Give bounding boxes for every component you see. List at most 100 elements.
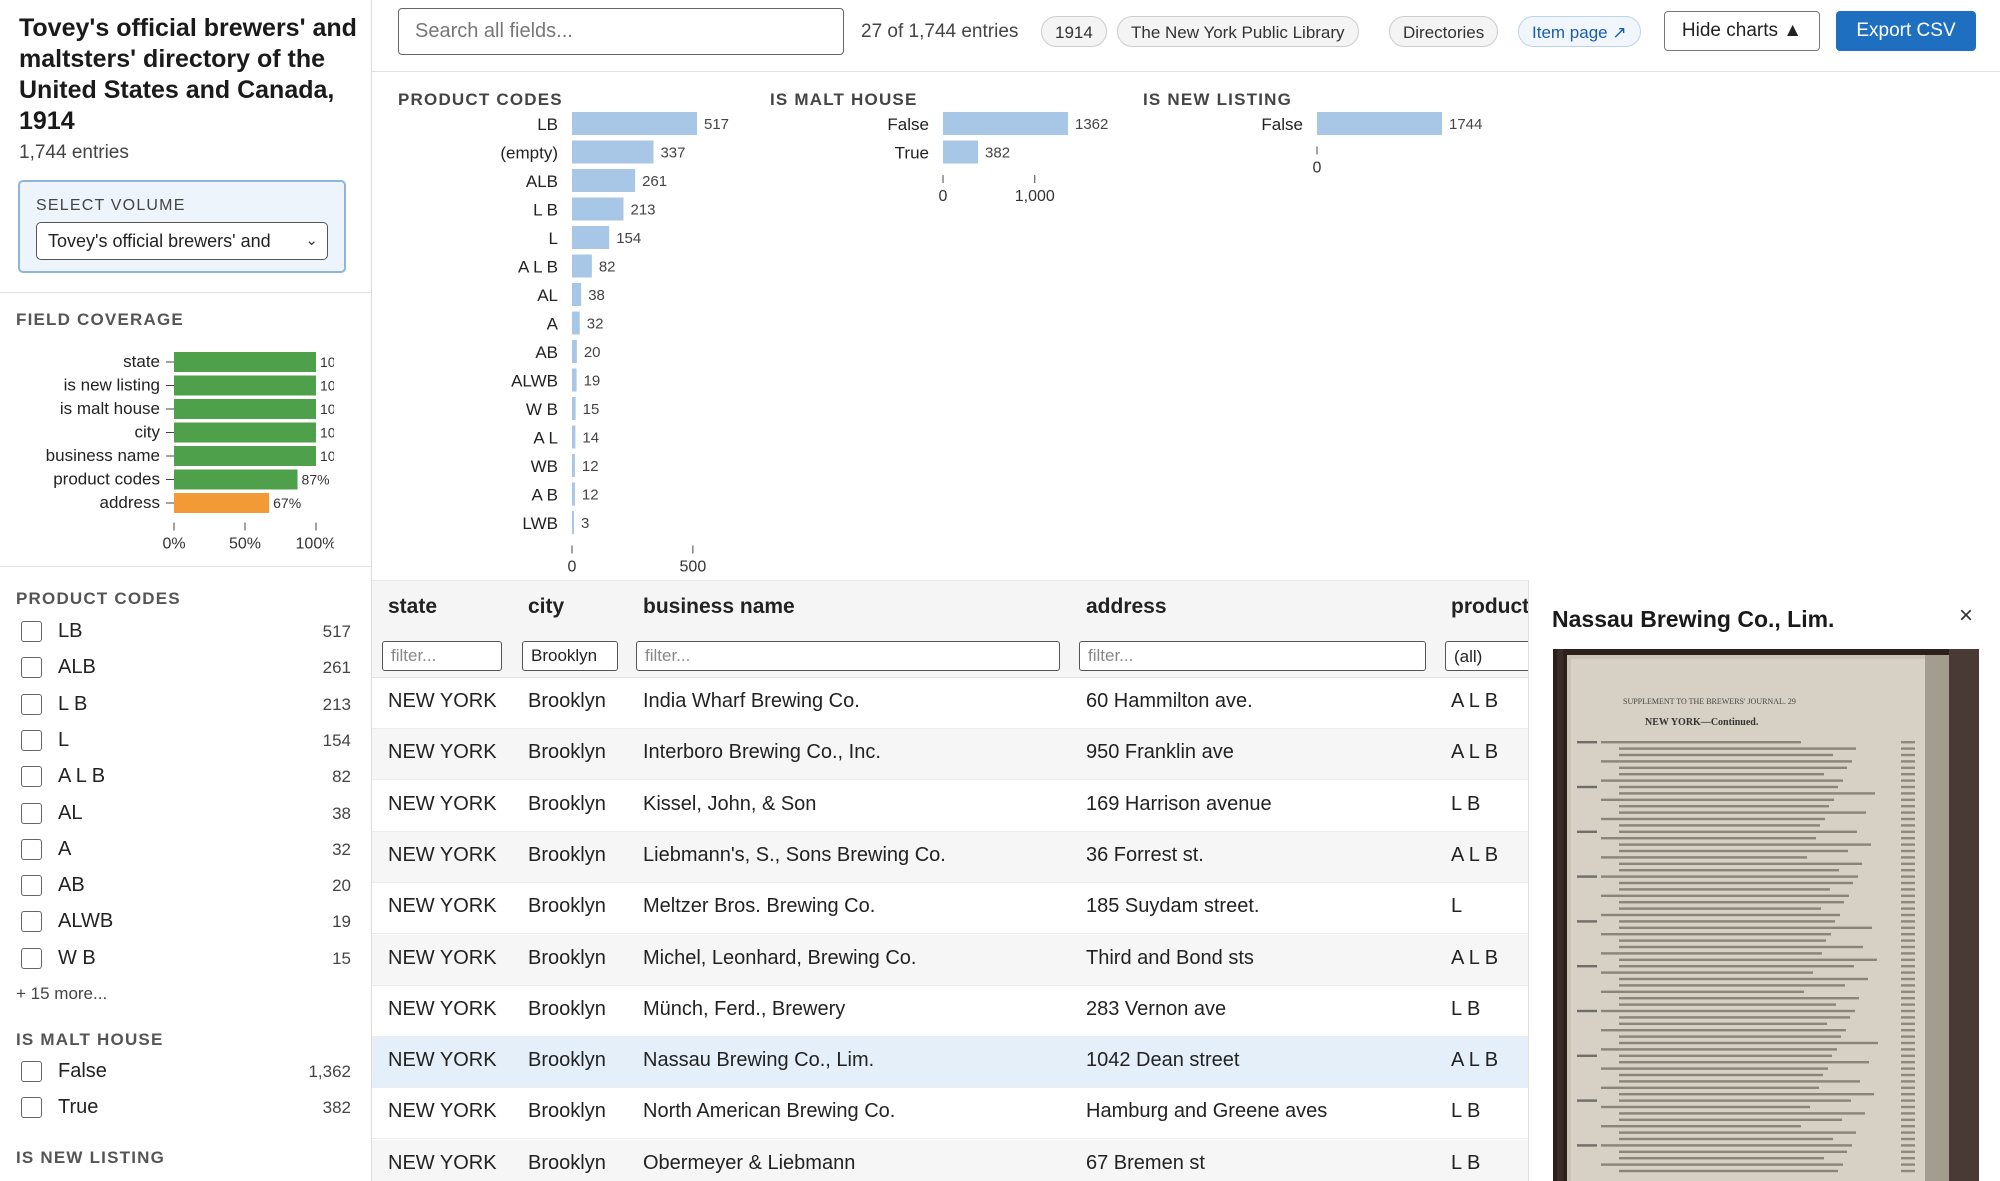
- column-header-state[interactable]: state: [388, 595, 438, 618]
- chart-bar[interactable]: [572, 283, 582, 306]
- product-code-facet-item[interactable]: ALWB 19: [21, 908, 351, 938]
- facet-checkbox[interactable]: [21, 1097, 42, 1119]
- chart-bar[interactable]: [572, 254, 592, 278]
- chart-bar[interactable]: [572, 340, 577, 363]
- product-code-facet-item[interactable]: L 154: [21, 727, 351, 757]
- table-row[interactable]: NEW YORK Brooklyn Meltzer Bros. Brewing Co…: [372, 883, 1528, 935]
- scan-header: SUPPLEMENT TO THE BREWERS' JOURNAL. 29: [1623, 697, 1796, 706]
- chart-title: PRODUCT CODES: [398, 90, 563, 109]
- chart-bar[interactable]: [943, 112, 1068, 135]
- chart-value-label: 154: [616, 230, 641, 247]
- scan-line: [1619, 965, 1854, 968]
- chart-bar[interactable]: [943, 140, 979, 164]
- coverage-label: product codes: [53, 470, 160, 489]
- facet-label: AB: [58, 874, 85, 897]
- table-row[interactable]: NEW YORK Brooklyn Nassau Brewing Co., Lim.…: [372, 1037, 1528, 1089]
- chart-bar[interactable]: [572, 454, 575, 477]
- facet-checkbox[interactable]: [21, 693, 42, 715]
- search-input[interactable]: [398, 8, 844, 55]
- facet-checkbox[interactable]: [21, 657, 42, 679]
- scan-line-place: [1577, 1009, 1597, 1013]
- scan-line-place: [1577, 875, 1597, 878]
- product-code-facet-item[interactable]: A L B 82: [21, 763, 351, 793]
- scan-line: [1601, 1144, 1852, 1147]
- chart-bar[interactable]: [572, 425, 576, 449]
- business-name-filter-input[interactable]: [636, 641, 1060, 671]
- product-code-facet-item[interactable]: AL 38: [21, 800, 351, 830]
- table-row[interactable]: NEW YORK Brooklyn Michel, Leonhard, Brewin…: [372, 934, 1528, 986]
- product-code-facet-item[interactable]: A 32: [21, 836, 351, 866]
- malt-house-facet-item[interactable]: True 382: [21, 1094, 351, 1124]
- column-header-address[interactable]: address: [1086, 595, 1167, 618]
- city-filter-input[interactable]: [522, 641, 618, 671]
- facet-checkbox[interactable]: [21, 875, 42, 897]
- show-more-product-codes-link[interactable]: + 15 more...: [16, 984, 108, 1003]
- table-header-row: state city business name address product: [372, 581, 1528, 632]
- facet-checkbox[interactable]: [21, 729, 42, 751]
- volume-select[interactable]: Tovey's official brewers' and ⌄: [36, 222, 328, 260]
- chart-bar[interactable]: [572, 311, 580, 335]
- page-scan-image[interactable]: SUPPLEMENT TO THE BREWERS' JOURNAL. 29 N…: [1553, 649, 1979, 1181]
- product-code-facet-item[interactable]: ALB 261: [21, 654, 351, 684]
- chart-bar[interactable]: [572, 112, 697, 135]
- facet-checkbox[interactable]: [21, 911, 42, 933]
- cell-address: 1042 Dean street: [1086, 1049, 1240, 1072]
- product-code-facet-item[interactable]: AB 20: [21, 872, 351, 902]
- address-filter-input[interactable]: [1079, 641, 1426, 671]
- facet-checkbox[interactable]: [21, 621, 42, 642]
- facet-label: L: [58, 728, 70, 751]
- product-code-facet-item[interactable]: L B 213: [21, 691, 351, 721]
- table-row[interactable]: NEW YORK Brooklyn Obermeyer & Liebmann 67 B…: [372, 1139, 1528, 1181]
- chart-bar[interactable]: [572, 169, 636, 192]
- product-codes-filter-select[interactable]: (all): [1445, 641, 1528, 671]
- scan-line-code: [1901, 1150, 1915, 1153]
- close-icon[interactable]: ×: [1959, 602, 1974, 629]
- facet-checkbox[interactable]: [21, 766, 42, 788]
- scan-line-code: [1901, 913, 1915, 917]
- table-row[interactable]: NEW YORK Brooklyn Münch, Ferd., Brewery 283…: [372, 986, 1528, 1037]
- column-header-business-name[interactable]: business name: [643, 595, 795, 618]
- facet-checkbox[interactable]: [21, 838, 42, 860]
- facet-count: 261: [322, 658, 351, 678]
- table-row[interactable]: NEW YORK Brooklyn Interboro Brewing Co., I…: [372, 729, 1528, 781]
- chart-bar[interactable]: [572, 140, 654, 164]
- coverage-axis-label: 100%: [296, 536, 337, 551]
- column-header-city[interactable]: city: [528, 595, 565, 618]
- product-code-facet-item[interactable]: LB 517: [21, 618, 351, 648]
- facet-label: False: [58, 1060, 107, 1082]
- export-csv-button[interactable]: Export CSV: [1836, 11, 1976, 51]
- cell-business-name: Michel, Leonhard, Brewing Co.: [643, 946, 917, 969]
- chart-bar[interactable]: [572, 397, 576, 420]
- scan-line-code: [1901, 1125, 1915, 1128]
- chart-bar[interactable]: [1317, 112, 1442, 135]
- product-code-facet-item[interactable]: W B 15: [21, 945, 351, 975]
- facet-checkbox[interactable]: [21, 1061, 42, 1082]
- table-row[interactable]: NEW YORK Brooklyn Liebmann's, S., Sons Bre…: [372, 831, 1528, 883]
- cell-state: NEW YORK: [388, 895, 497, 918]
- chart-category-label: False: [887, 115, 929, 134]
- chart-bar[interactable]: [572, 197, 624, 221]
- column-header-product-codes[interactable]: product: [1451, 595, 1528, 618]
- chart-bar[interactable]: [572, 511, 574, 534]
- chart-bar[interactable]: [572, 226, 610, 249]
- scan-line-code: [1901, 837, 1915, 840]
- item-page-link[interactable]: Item page ↗: [1518, 16, 1641, 47]
- scan-line: [1601, 837, 1816, 840]
- scan-line-code: [1901, 766, 1915, 769]
- chart-axis-label: 0: [1313, 160, 1322, 177]
- facet-checkbox[interactable]: [21, 947, 42, 969]
- hide-charts-button[interactable]: Hide charts ▲: [1664, 11, 1820, 51]
- table-row[interactable]: NEW YORK Brooklyn India Wharf Brewing Co. 6…: [372, 678, 1528, 729]
- chart-bar[interactable]: [572, 368, 577, 392]
- facet-count: 82: [332, 767, 351, 787]
- chart-bar[interactable]: [572, 482, 575, 506]
- table-row[interactable]: NEW YORK Brooklyn Kissel, John, & Son 169 H…: [372, 781, 1528, 832]
- table-row[interactable]: NEW YORK Brooklyn North American Brewing C…: [372, 1088, 1528, 1140]
- scan-line-code: [1901, 1061, 1915, 1064]
- facet-checkbox[interactable]: [21, 802, 42, 824]
- malt-house-facet-item[interactable]: False 1,362: [21, 1058, 351, 1088]
- chart-category-label: True: [895, 144, 929, 163]
- chart-category-label: A L B: [518, 258, 558, 277]
- scan-line-code: [1901, 984, 1915, 987]
- state-filter-input[interactable]: [382, 641, 502, 671]
